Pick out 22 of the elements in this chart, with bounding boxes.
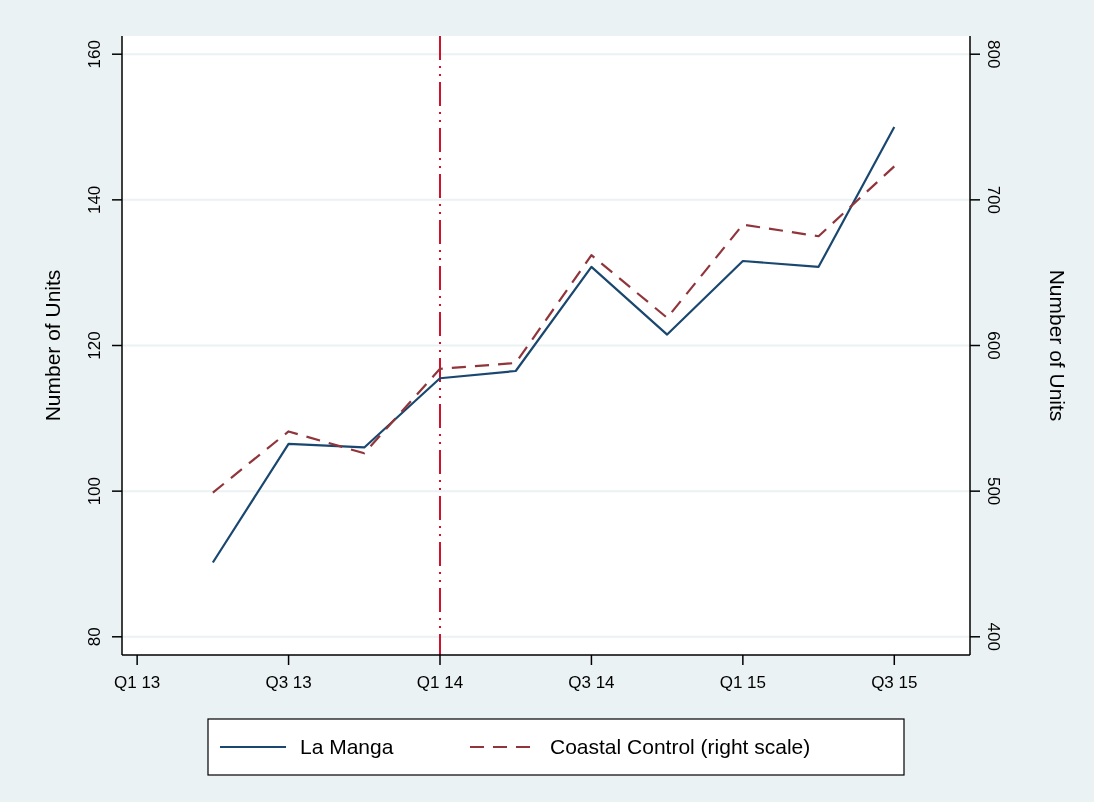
y-tick-label: 120 [85,331,104,360]
legend-label: Coastal Control (right scale) [550,735,811,758]
x-tick-label: Q3 15 [871,673,918,692]
y2-tick-label: 700 [984,185,1003,215]
legend-label: La Manga [300,735,394,758]
x-tick-label: Q3 13 [265,673,312,692]
y2-tick-label: 800 [984,40,1003,69]
x-tick-label: Q3 14 [568,673,615,692]
line-series [211,125,896,564]
y-tick-label: 160 [85,40,104,69]
y-tick-label: 80 [85,627,104,647]
x-tick-label: Q1 14 [416,673,464,692]
y-tick-label: 100 [85,476,104,506]
y2-axis-title: Number of Units [1046,269,1069,422]
x-tick-label: Q1 15 [719,673,767,692]
y-axis-title: Number of Units [41,269,64,422]
y-tick-label: 140 [85,185,104,215]
y2-tick-label: 400 [984,622,1003,651]
y2-tick-label: 500 [984,476,1003,506]
x-tick-label: Q1 13 [113,673,161,692]
y2-tick-label: 600 [984,331,1003,360]
line-series [211,165,896,494]
